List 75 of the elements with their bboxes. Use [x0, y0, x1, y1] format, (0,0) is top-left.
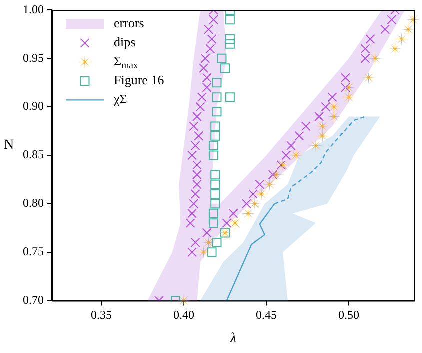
point	[242, 199, 252, 209]
legend-label: errors	[114, 16, 144, 31]
point	[190, 141, 200, 151]
point	[212, 107, 222, 117]
point	[210, 190, 220, 199]
point	[269, 168, 284, 182]
point	[217, 54, 227, 64]
point	[327, 100, 342, 114]
y-tick-label: 1.00	[23, 2, 44, 16]
point	[202, 228, 212, 238]
point	[225, 92, 235, 102]
point	[286, 141, 296, 151]
legend-label: Figure 16	[114, 72, 165, 88]
legend-label: χΣ	[113, 92, 128, 107]
y-tick-label: 0.85	[23, 148, 44, 162]
point	[210, 180, 220, 190]
point	[328, 92, 338, 102]
point	[190, 238, 200, 248]
point	[210, 122, 220, 132]
point	[255, 180, 265, 190]
point	[294, 131, 304, 141]
point	[301, 122, 311, 132]
point	[210, 170, 220, 180]
point	[225, 15, 235, 25]
x-tick-label: 0.40	[174, 308, 194, 322]
y-tick-label: 0.80	[23, 196, 44, 210]
point	[387, 15, 397, 25]
point	[380, 24, 390, 34]
point	[212, 92, 222, 102]
point	[202, 236, 216, 250]
y-tick-label: 0.70	[23, 292, 44, 307]
point	[212, 78, 222, 88]
point	[212, 238, 222, 248]
point	[225, 39, 235, 49]
x-axis-title: λ	[229, 331, 237, 346]
point	[189, 122, 199, 132]
point	[241, 206, 256, 221]
point	[321, 102, 331, 112]
point	[316, 129, 330, 144]
point	[208, 150, 218, 160]
point	[208, 141, 218, 151]
y-axis-title: N	[4, 138, 14, 154]
y-tick-label: 0.75	[23, 244, 44, 259]
point	[366, 34, 376, 44]
y-tick-label: 0.90	[23, 99, 44, 114]
point	[248, 196, 262, 211]
point	[210, 199, 220, 209]
x-tick-label: 0.35	[91, 308, 112, 322]
point	[314, 112, 324, 122]
point	[208, 218, 218, 228]
point	[188, 150, 197, 160]
point	[210, 131, 220, 141]
point	[327, 110, 342, 124]
point	[228, 208, 238, 218]
point	[204, 24, 214, 34]
point	[222, 218, 232, 228]
y-tick-label: 0.95	[23, 50, 44, 65]
point	[282, 150, 292, 160]
point	[228, 216, 242, 230]
x-tick-label: 0.45	[256, 308, 277, 322]
point	[220, 64, 230, 74]
legend-label: dips	[114, 34, 136, 50]
point	[401, 22, 416, 37]
point	[188, 248, 197, 258]
point	[192, 112, 202, 122]
point	[248, 190, 258, 199]
x-tick-label: 0.50	[338, 308, 360, 322]
point	[196, 245, 211, 260]
point	[194, 131, 204, 141]
point	[208, 208, 218, 218]
point	[368, 52, 382, 66]
point	[394, 32, 409, 46]
point	[207, 248, 217, 258]
point	[316, 119, 330, 134]
point	[225, 34, 235, 44]
